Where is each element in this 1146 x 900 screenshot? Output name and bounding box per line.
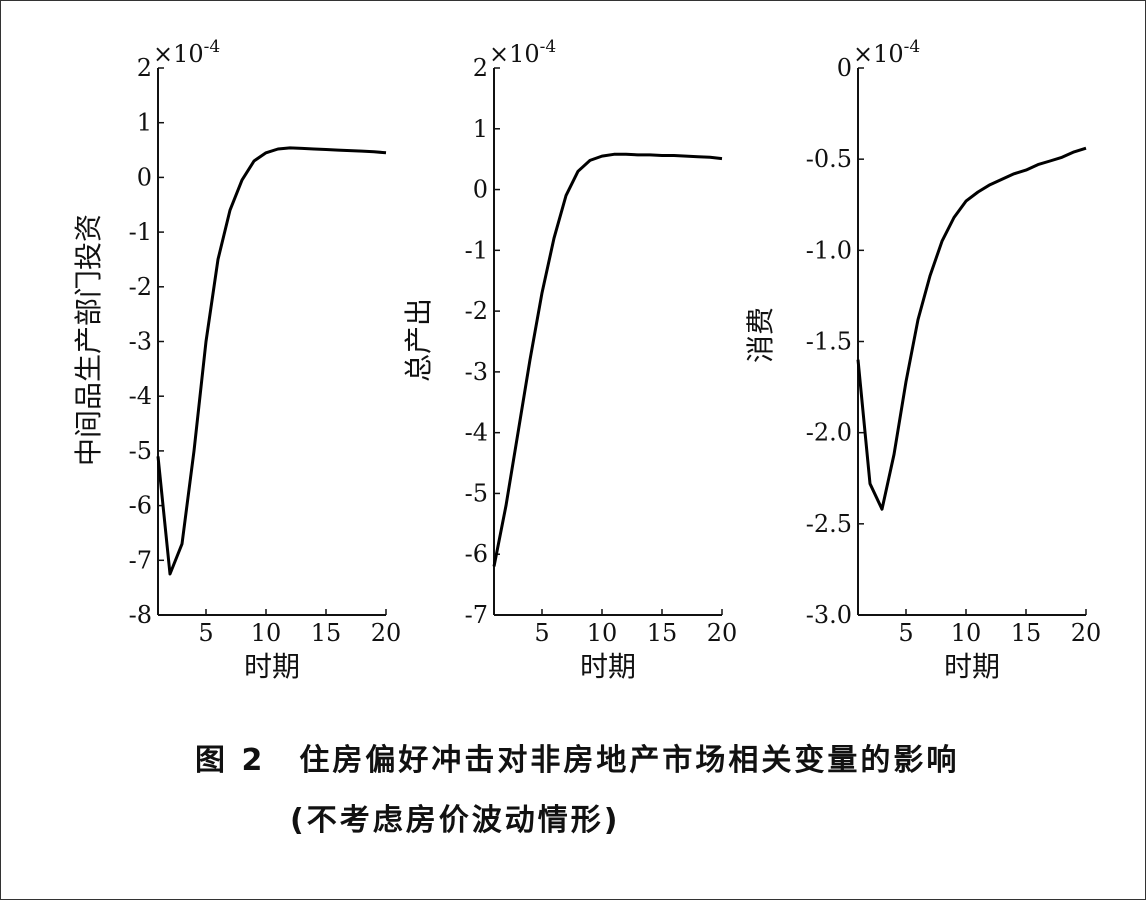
exponent-label: ×10-4 <box>489 37 556 68</box>
y-tick-label: -2.5 <box>806 510 852 538</box>
y-tick-label: 0 <box>837 54 852 82</box>
y-tick-label: 2 <box>473 54 488 82</box>
y-tick-label: -7 <box>129 546 152 574</box>
y-tick-label: 1 <box>137 109 152 137</box>
y-tick-label: -6 <box>465 540 488 568</box>
y-tick-label: 0 <box>473 176 488 204</box>
x-tick-label: 10 <box>587 619 618 647</box>
figure-title: 住房偏好冲击对非房地产市场相关变量的影响 <box>299 743 960 778</box>
x-tick-label: 5 <box>534 619 549 647</box>
x-tick-label: 20 <box>1071 619 1102 647</box>
x-tick-label: 20 <box>371 619 402 647</box>
y-tick-label: -7 <box>465 601 488 629</box>
y-tick-label: -2 <box>129 273 152 301</box>
y-tick-label: -3 <box>129 328 152 356</box>
y-tick-label: -8 <box>129 601 152 629</box>
y-tick-label: -1.5 <box>806 328 852 356</box>
series-line <box>156 146 387 576</box>
figure-number: 图 2 <box>195 743 266 778</box>
figure-caption: 图 2 住房偏好冲击对非房地产市场相关变量的影响 <box>195 735 1146 779</box>
y-tick-label: -4 <box>465 419 488 447</box>
x-tick-label: 15 <box>311 619 342 647</box>
exponent-label: ×10-4 <box>153 37 220 68</box>
x-tick-label: 10 <box>251 619 282 647</box>
y-tick-label: -5 <box>465 479 488 507</box>
y-tick-label: -2 <box>465 297 488 325</box>
x-tick-label: 5 <box>198 619 213 647</box>
y-axis-label: 消费 <box>744 307 777 363</box>
figure-subtitle: (不考虑房价波动情形) <box>290 803 621 838</box>
x-tick-label: 15 <box>1011 619 1042 647</box>
exponent-label: ×10-4 <box>853 37 920 68</box>
y-tick-label: -4 <box>129 382 152 410</box>
x-axis-label: 时期 <box>944 650 1000 683</box>
y-tick-label: -1 <box>129 218 152 246</box>
x-tick-label: 10 <box>951 619 982 647</box>
x-tick-label: 20 <box>707 619 738 647</box>
y-axis-label: 总产出 <box>402 298 435 382</box>
y-tick-label: -0.5 <box>806 145 852 173</box>
chart-panel-3: 0 -0.5 -1.0 -1.5 -2.0 -2.5 -3.0 5 10 15 20 ×10-4 时期 消… <box>744 37 1101 683</box>
x-tick-label: 5 <box>898 619 913 647</box>
y-tick-label: -5 <box>129 437 152 465</box>
irf-charts: 210-1-2-3-4-5-6-7-85 10 15 20×10-4时期中间品生产部门… <box>72 37 1101 683</box>
y-tick-label: -6 <box>129 492 152 520</box>
x-tick-label: 15 <box>647 619 678 647</box>
y-tick-label: -2.0 <box>806 419 852 447</box>
y-axis-label: 中间品生产部门投资 <box>72 214 105 466</box>
series-line <box>856 146 1087 511</box>
series-line <box>492 152 723 567</box>
y-tick-label: -1 <box>465 236 488 264</box>
y-tick-label: -1.0 <box>806 236 852 264</box>
x-axis-label: 时期 <box>244 650 300 683</box>
x-axis-label: 时期 <box>580 650 636 683</box>
y-tick-label: 0 <box>137 163 152 191</box>
chart-panel-1: 210-1-2-3-4-5-6-7-85 10 15 20×10-4时期中间品生产部门… <box>72 37 401 683</box>
y-tick-label: 2 <box>137 54 152 82</box>
y-tick-label: -3 <box>465 358 488 386</box>
y-tick-label: -3.0 <box>806 601 852 629</box>
y-tick-label: 1 <box>473 115 488 143</box>
